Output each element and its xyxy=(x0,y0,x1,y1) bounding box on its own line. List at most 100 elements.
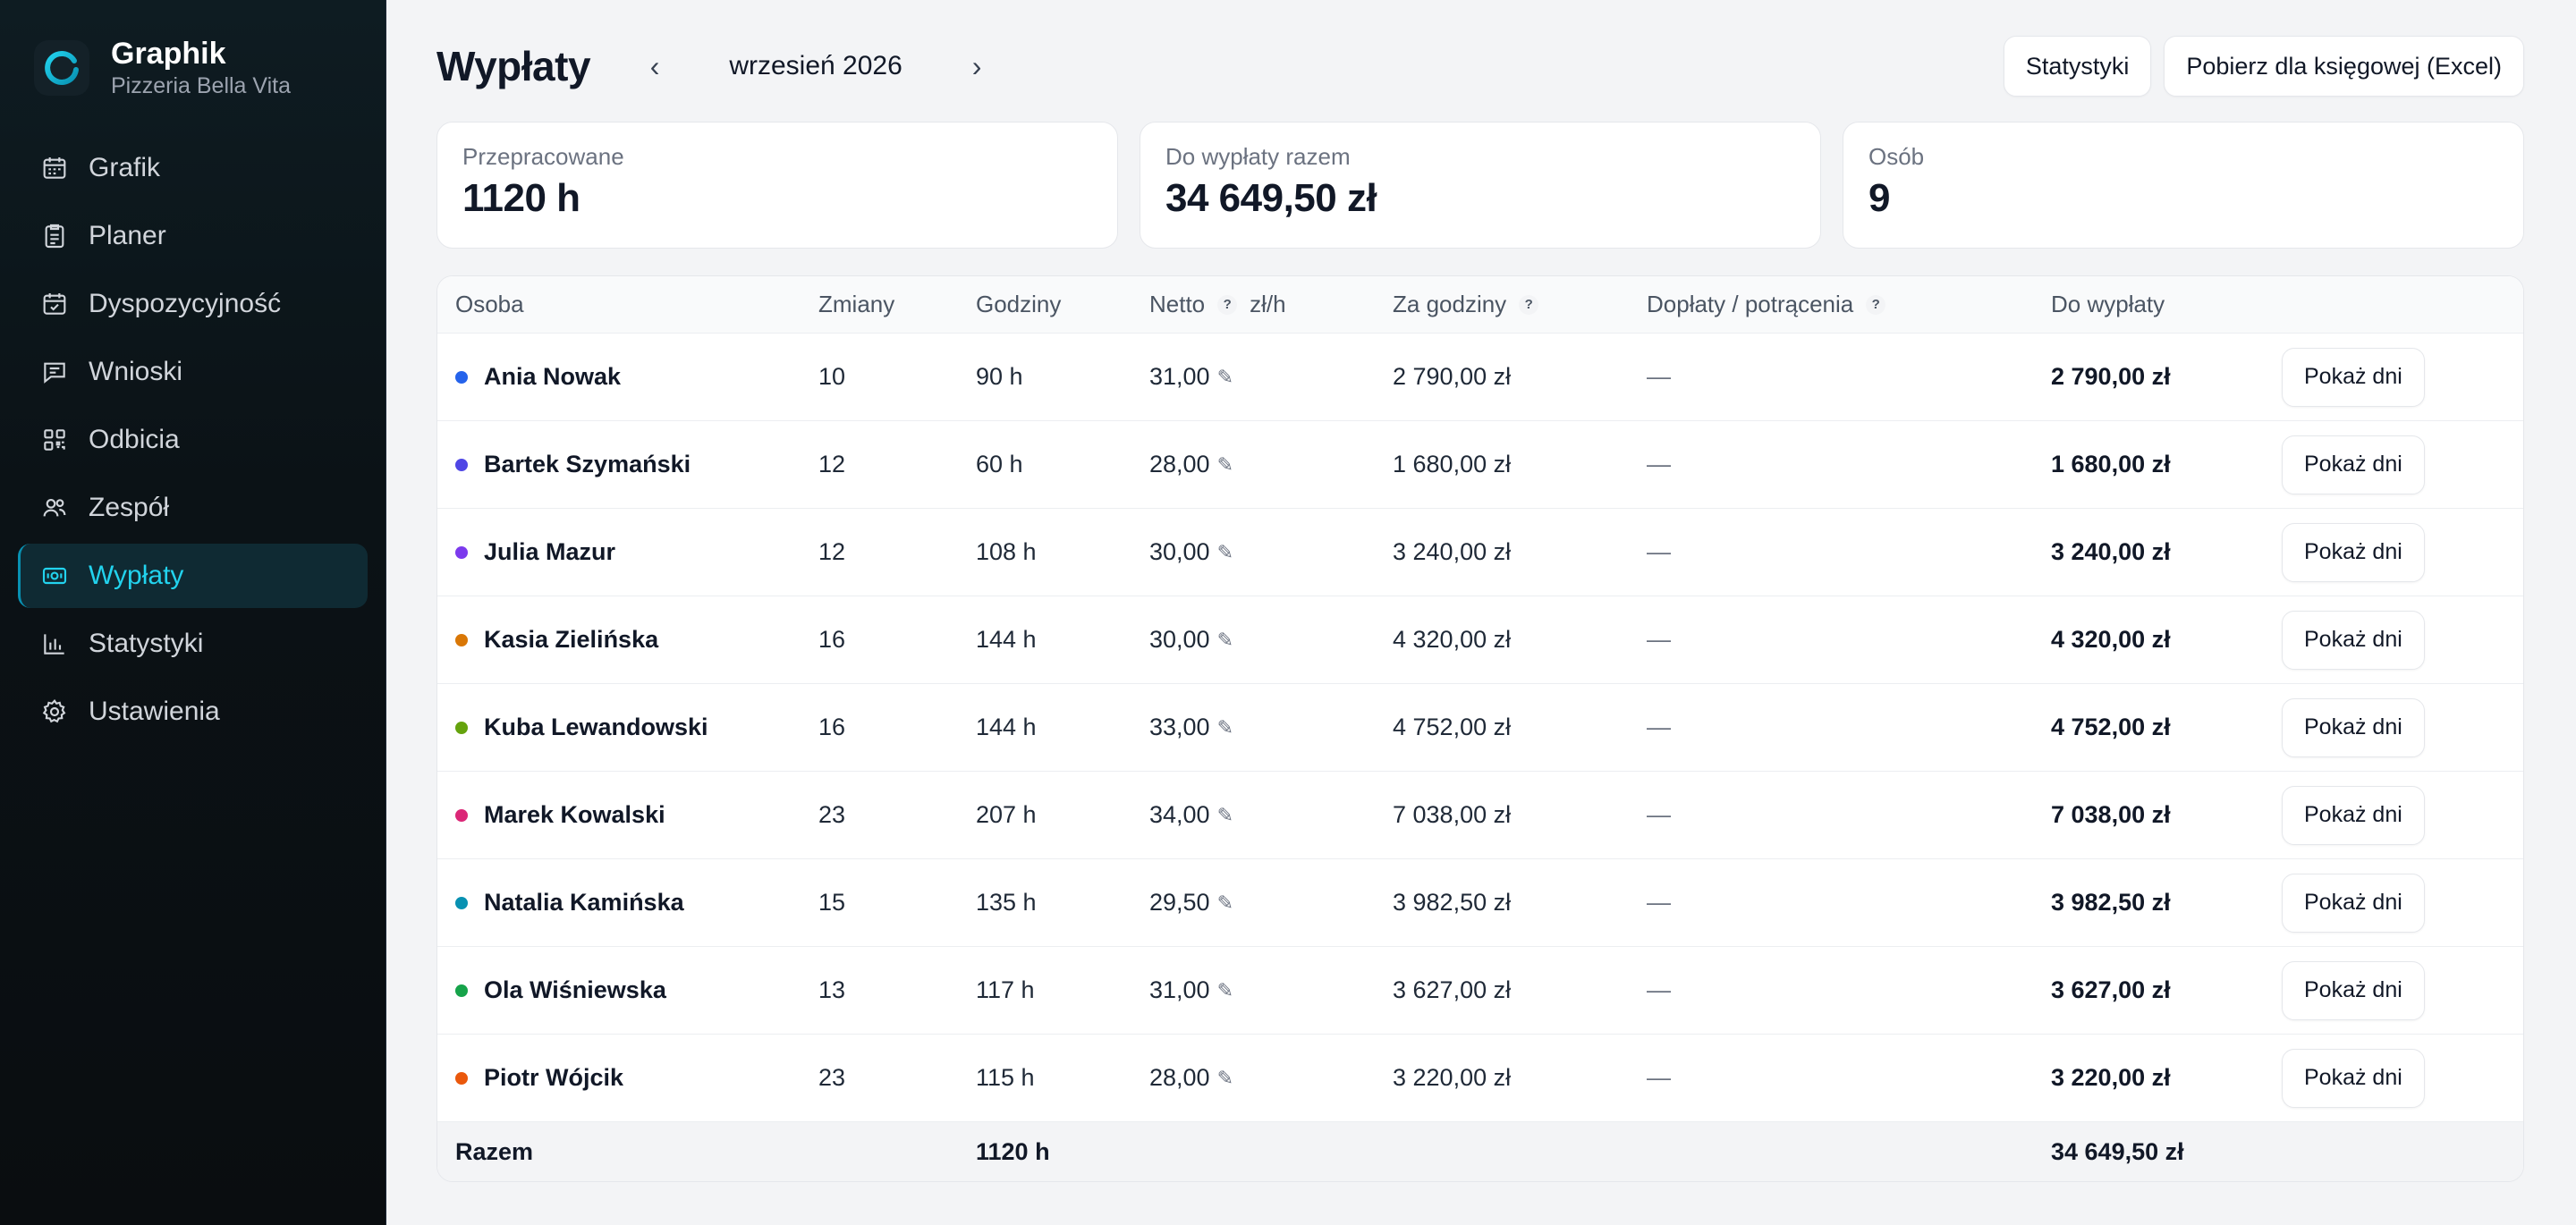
person-name[interactable]: Piotr Wójcik xyxy=(484,1064,624,1091)
net-rate-value[interactable]: 33,00 xyxy=(1149,714,1210,740)
hours-cell: 60 h xyxy=(976,451,1023,477)
net-rate-value[interactable]: 31,00 xyxy=(1149,363,1210,390)
footer-label: Razem xyxy=(455,1137,534,1165)
person-name[interactable]: Ola Wiśniewska xyxy=(484,976,666,1003)
show-days-button[interactable]: Pokaż dni xyxy=(2282,435,2425,494)
hours-cell: 135 h xyxy=(976,889,1037,916)
person-name[interactable]: Kuba Lewandowski xyxy=(484,714,708,740)
sidebar-item-odbicia[interactable]: Odbicia xyxy=(18,408,368,472)
pencil-icon[interactable]: ✎ xyxy=(1216,628,1234,651)
help-icon[interactable]: ? xyxy=(1866,294,1886,315)
person-name[interactable]: Julia Mazur xyxy=(484,538,616,565)
pencil-icon[interactable]: ✎ xyxy=(1216,452,1234,476)
stat-label: Do wypłaty razem xyxy=(1165,143,1351,170)
column-header-hours[interactable]: Godziny xyxy=(976,291,1062,317)
help-icon[interactable]: ? xyxy=(1519,294,1539,315)
brand-logo-icon xyxy=(34,40,89,96)
next-month-button[interactable]: › xyxy=(971,49,982,82)
pencil-icon[interactable]: ✎ xyxy=(1216,540,1234,563)
column-header-shifts[interactable]: Zmiany xyxy=(818,291,895,317)
net-rate-value[interactable]: 30,00 xyxy=(1149,626,1210,653)
net-rate-value[interactable]: 30,00 xyxy=(1149,538,1210,565)
sidebar-item-grafik[interactable]: Grafik xyxy=(18,136,368,200)
net-rate-value[interactable]: 28,00 xyxy=(1149,1064,1210,1091)
adjustments-cell[interactable]: — xyxy=(1647,538,1671,565)
net-rate-value[interactable]: 28,00 xyxy=(1149,451,1210,477)
net-rate-cell: 31,00 ✎ xyxy=(1149,363,1393,391)
net-rate-value[interactable]: 34,00 xyxy=(1149,801,1210,828)
adjustments-cell[interactable]: — xyxy=(1647,1064,1671,1091)
pencil-icon[interactable]: ✎ xyxy=(1216,978,1234,1001)
pencil-icon[interactable]: ✎ xyxy=(1216,891,1234,914)
help-icon[interactable]: ? xyxy=(1217,294,1238,315)
adjustments-cell[interactable]: — xyxy=(1647,889,1671,916)
person-cell: Julia Mazur xyxy=(437,538,818,566)
adjustments-cell[interactable]: — xyxy=(1647,714,1671,740)
column-header-adjustments-label[interactable]: Dopłaty / potrącenia xyxy=(1647,291,1854,317)
show-days-button[interactable]: Pokaż dni xyxy=(2282,697,2425,757)
show-days-button[interactable]: Pokaż dni xyxy=(2282,610,2425,670)
show-days-button[interactable]: Pokaż dni xyxy=(2282,1048,2425,1108)
pencil-icon[interactable]: ✎ xyxy=(1216,365,1234,388)
gear-icon xyxy=(42,699,66,723)
shifts-cell: 12 xyxy=(818,451,846,477)
pencil-icon[interactable]: ✎ xyxy=(1216,1066,1234,1089)
payout-cell: 3 982,50 zł xyxy=(2051,889,2171,916)
person-name[interactable]: Ania Nowak xyxy=(484,363,622,390)
column-header-for-hours-label[interactable]: Za godziny xyxy=(1393,291,1507,317)
sidebar-item-dyspozycyjnosc[interactable]: Dyspozycyjność xyxy=(18,272,368,336)
person-name[interactable]: Kasia Zielińska xyxy=(484,626,659,653)
column-header-person[interactable]: Osoba xyxy=(455,291,524,317)
adjustments-cell[interactable]: — xyxy=(1647,363,1671,390)
stat-card-people: Osób 9 xyxy=(1843,122,2524,249)
for-hours-cell: 4 752,00 zł xyxy=(1393,714,1512,740)
sidebar-item-label: Odbicia xyxy=(89,425,180,454)
person-name[interactable]: Bartek Szymański xyxy=(484,451,691,477)
show-days-button[interactable]: Pokaż dni xyxy=(2282,873,2425,933)
sidebar-item-ustawienia[interactable]: Ustawienia xyxy=(18,680,368,744)
person-color-dot xyxy=(455,458,468,471)
column-header-payout[interactable]: Do wypłaty xyxy=(2051,291,2165,317)
show-days-button[interactable]: Pokaż dni xyxy=(2282,347,2425,407)
person-cell: Natalia Kamińska xyxy=(437,889,818,917)
page-title: Wypłaty xyxy=(436,43,591,89)
net-rate-value[interactable]: 29,50 xyxy=(1149,889,1210,916)
actions-cell: Pokaż dni xyxy=(2282,347,2523,407)
for-hours-cell: 3 627,00 zł xyxy=(1393,976,1512,1003)
person-cell: Piotr Wójcik xyxy=(437,1064,818,1092)
net-rate-cell: 34,00 ✎ xyxy=(1149,801,1393,829)
pencil-icon[interactable]: ✎ xyxy=(1216,803,1234,826)
person-name[interactable]: Natalia Kamińska xyxy=(484,889,684,916)
person-cell: Marek Kowalski xyxy=(437,801,818,829)
person-name[interactable]: Marek Kowalski xyxy=(484,801,665,828)
footer-payout: 34 649,50 zł xyxy=(2051,1137,2184,1165)
shifts-cell: 23 xyxy=(818,1064,846,1091)
brand[interactable]: Graphik Pizzeria Bella Vita xyxy=(18,36,368,100)
sidebar-item-planer[interactable]: Planer xyxy=(18,204,368,268)
table-row: Ola Wiśniewska 13 117 h 31,00 ✎ 3 627,00… xyxy=(437,947,2523,1035)
prev-month-button[interactable]: ‹ xyxy=(649,49,660,82)
sidebar-item-statystyki[interactable]: Statystyki xyxy=(18,612,368,676)
table-row: Piotr Wójcik 23 115 h 28,00 ✎ 3 220,00 z… xyxy=(437,1035,2523,1122)
stat-value: 9 xyxy=(1868,176,1890,220)
column-header-adjustments: Dopłaty / potrącenia ? xyxy=(1647,291,2051,318)
stats-button[interactable]: Statystyki xyxy=(2003,36,2152,97)
column-header-net: Netto ? zł/h xyxy=(1149,291,1393,318)
sidebar-item-label: Dyspozycyjność xyxy=(89,289,282,318)
net-rate-value[interactable]: 31,00 xyxy=(1149,976,1210,1003)
sidebar-item-wyplaty[interactable]: Wypłaty xyxy=(18,544,368,608)
export-excel-button[interactable]: Pobierz dla księgowej (Excel) xyxy=(2164,36,2524,97)
show-days-button[interactable]: Pokaż dni xyxy=(2282,960,2425,1020)
show-days-button[interactable]: Pokaż dni xyxy=(2282,522,2425,582)
sidebar-item-wnioski[interactable]: Wnioski xyxy=(18,340,368,404)
adjustments-cell[interactable]: — xyxy=(1647,451,1671,477)
adjustments-cell[interactable]: — xyxy=(1647,801,1671,828)
column-header-net-label[interactable]: Netto xyxy=(1149,291,1206,317)
payout-cell: 1 680,00 zł xyxy=(2051,451,2171,477)
sidebar-item-zespol[interactable]: Zespół xyxy=(18,476,368,540)
pencil-icon[interactable]: ✎ xyxy=(1216,715,1234,739)
payout-cell: 3 220,00 zł xyxy=(2051,1064,2171,1091)
adjustments-cell[interactable]: — xyxy=(1647,976,1671,1003)
adjustments-cell[interactable]: — xyxy=(1647,626,1671,653)
show-days-button[interactable]: Pokaż dni xyxy=(2282,785,2425,845)
